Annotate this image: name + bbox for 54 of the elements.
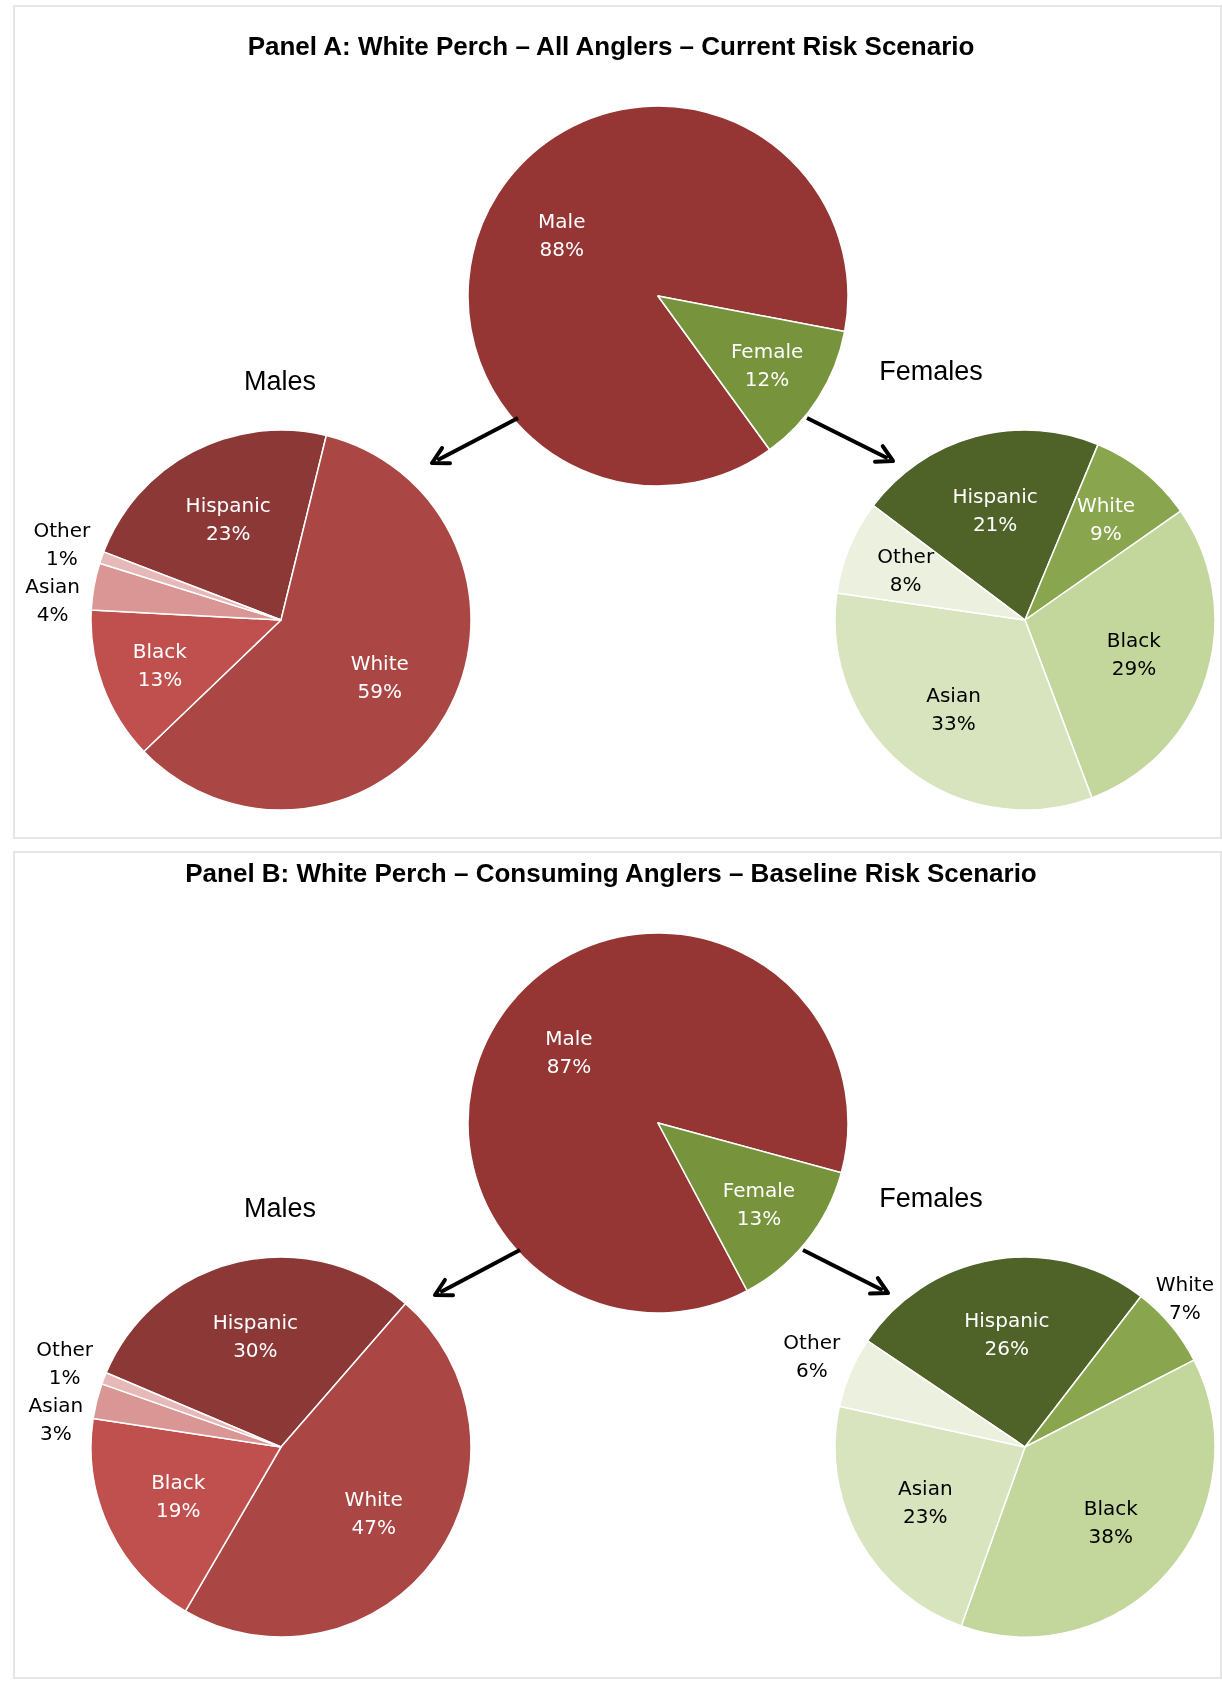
slice-label: Other (36, 1337, 94, 1362)
data-label: 6% (795, 1357, 828, 1382)
data-label: 23% (205, 520, 251, 545)
slice-label: Black (132, 639, 188, 664)
slice-label: Black (151, 1470, 206, 1495)
slice-label: Asian (926, 682, 981, 707)
slice-label: Asian (25, 573, 80, 598)
slice-label: Asian (898, 1476, 953, 1501)
chart-title: Panel A: White Perch – All Anglers – Current Risk Scenario (247, 31, 975, 61)
data-label: 29% (1111, 655, 1157, 680)
slice-label: Hispanic (185, 492, 271, 517)
data-label: 87% (546, 1053, 592, 1078)
data-label: 4% (36, 601, 69, 626)
data-label: 59% (357, 679, 402, 703)
slice-label: Female (730, 339, 804, 364)
slice-label: White (1155, 1272, 1214, 1297)
slice-label: Other (783, 1329, 841, 1354)
data-label: 1% (48, 1365, 81, 1390)
data-label: 88% (539, 236, 584, 261)
chart-title: Males (243, 1192, 317, 1223)
data-label: 3% (40, 1421, 72, 1446)
slice-label: Black (1083, 1496, 1139, 1521)
data-label: 47% (351, 1515, 396, 1540)
chart-title: Females (879, 355, 983, 386)
data-label: 26% (984, 1336, 1029, 1361)
slice-label: Male (545, 1025, 593, 1050)
data-label: 33% (931, 710, 976, 735)
data-label: 13% (736, 1205, 782, 1230)
slice-label: Male (538, 208, 586, 233)
slice-label: Hispanic (964, 1308, 1050, 1333)
slice-label: White (350, 651, 409, 675)
data-label: 7% (1169, 1300, 1201, 1325)
data-label: 19% (155, 1498, 201, 1523)
data-label: 23% (903, 1504, 948, 1529)
chart-title: Panel B: White Perch – Consuming Anglers – Baseline Risk Scenario (185, 858, 1037, 888)
data-label: 30% (233, 1337, 278, 1362)
data-label: 38% (1088, 1524, 1133, 1549)
data-label: 21% (972, 511, 1018, 536)
data-label: 9% (1090, 521, 1122, 546)
slice-label: Asian (28, 1393, 84, 1418)
chart-title: Males (243, 365, 317, 396)
slice-label: White (1076, 493, 1136, 518)
data-label: 12% (744, 367, 790, 392)
data-label: 1% (46, 545, 78, 570)
chart-title: Females (879, 1182, 983, 1213)
slice-label: Female (722, 1177, 796, 1202)
slice-label: Other (877, 544, 935, 569)
data-label: 8% (889, 572, 922, 597)
slice-label: Black (1106, 627, 1162, 652)
data-label: 13% (137, 667, 183, 692)
slice-label: Other (33, 517, 92, 542)
slice-label: Hispanic (212, 1309, 298, 1334)
slice-label: White (344, 1487, 403, 1512)
slice-label: Hispanic (952, 483, 1038, 508)
